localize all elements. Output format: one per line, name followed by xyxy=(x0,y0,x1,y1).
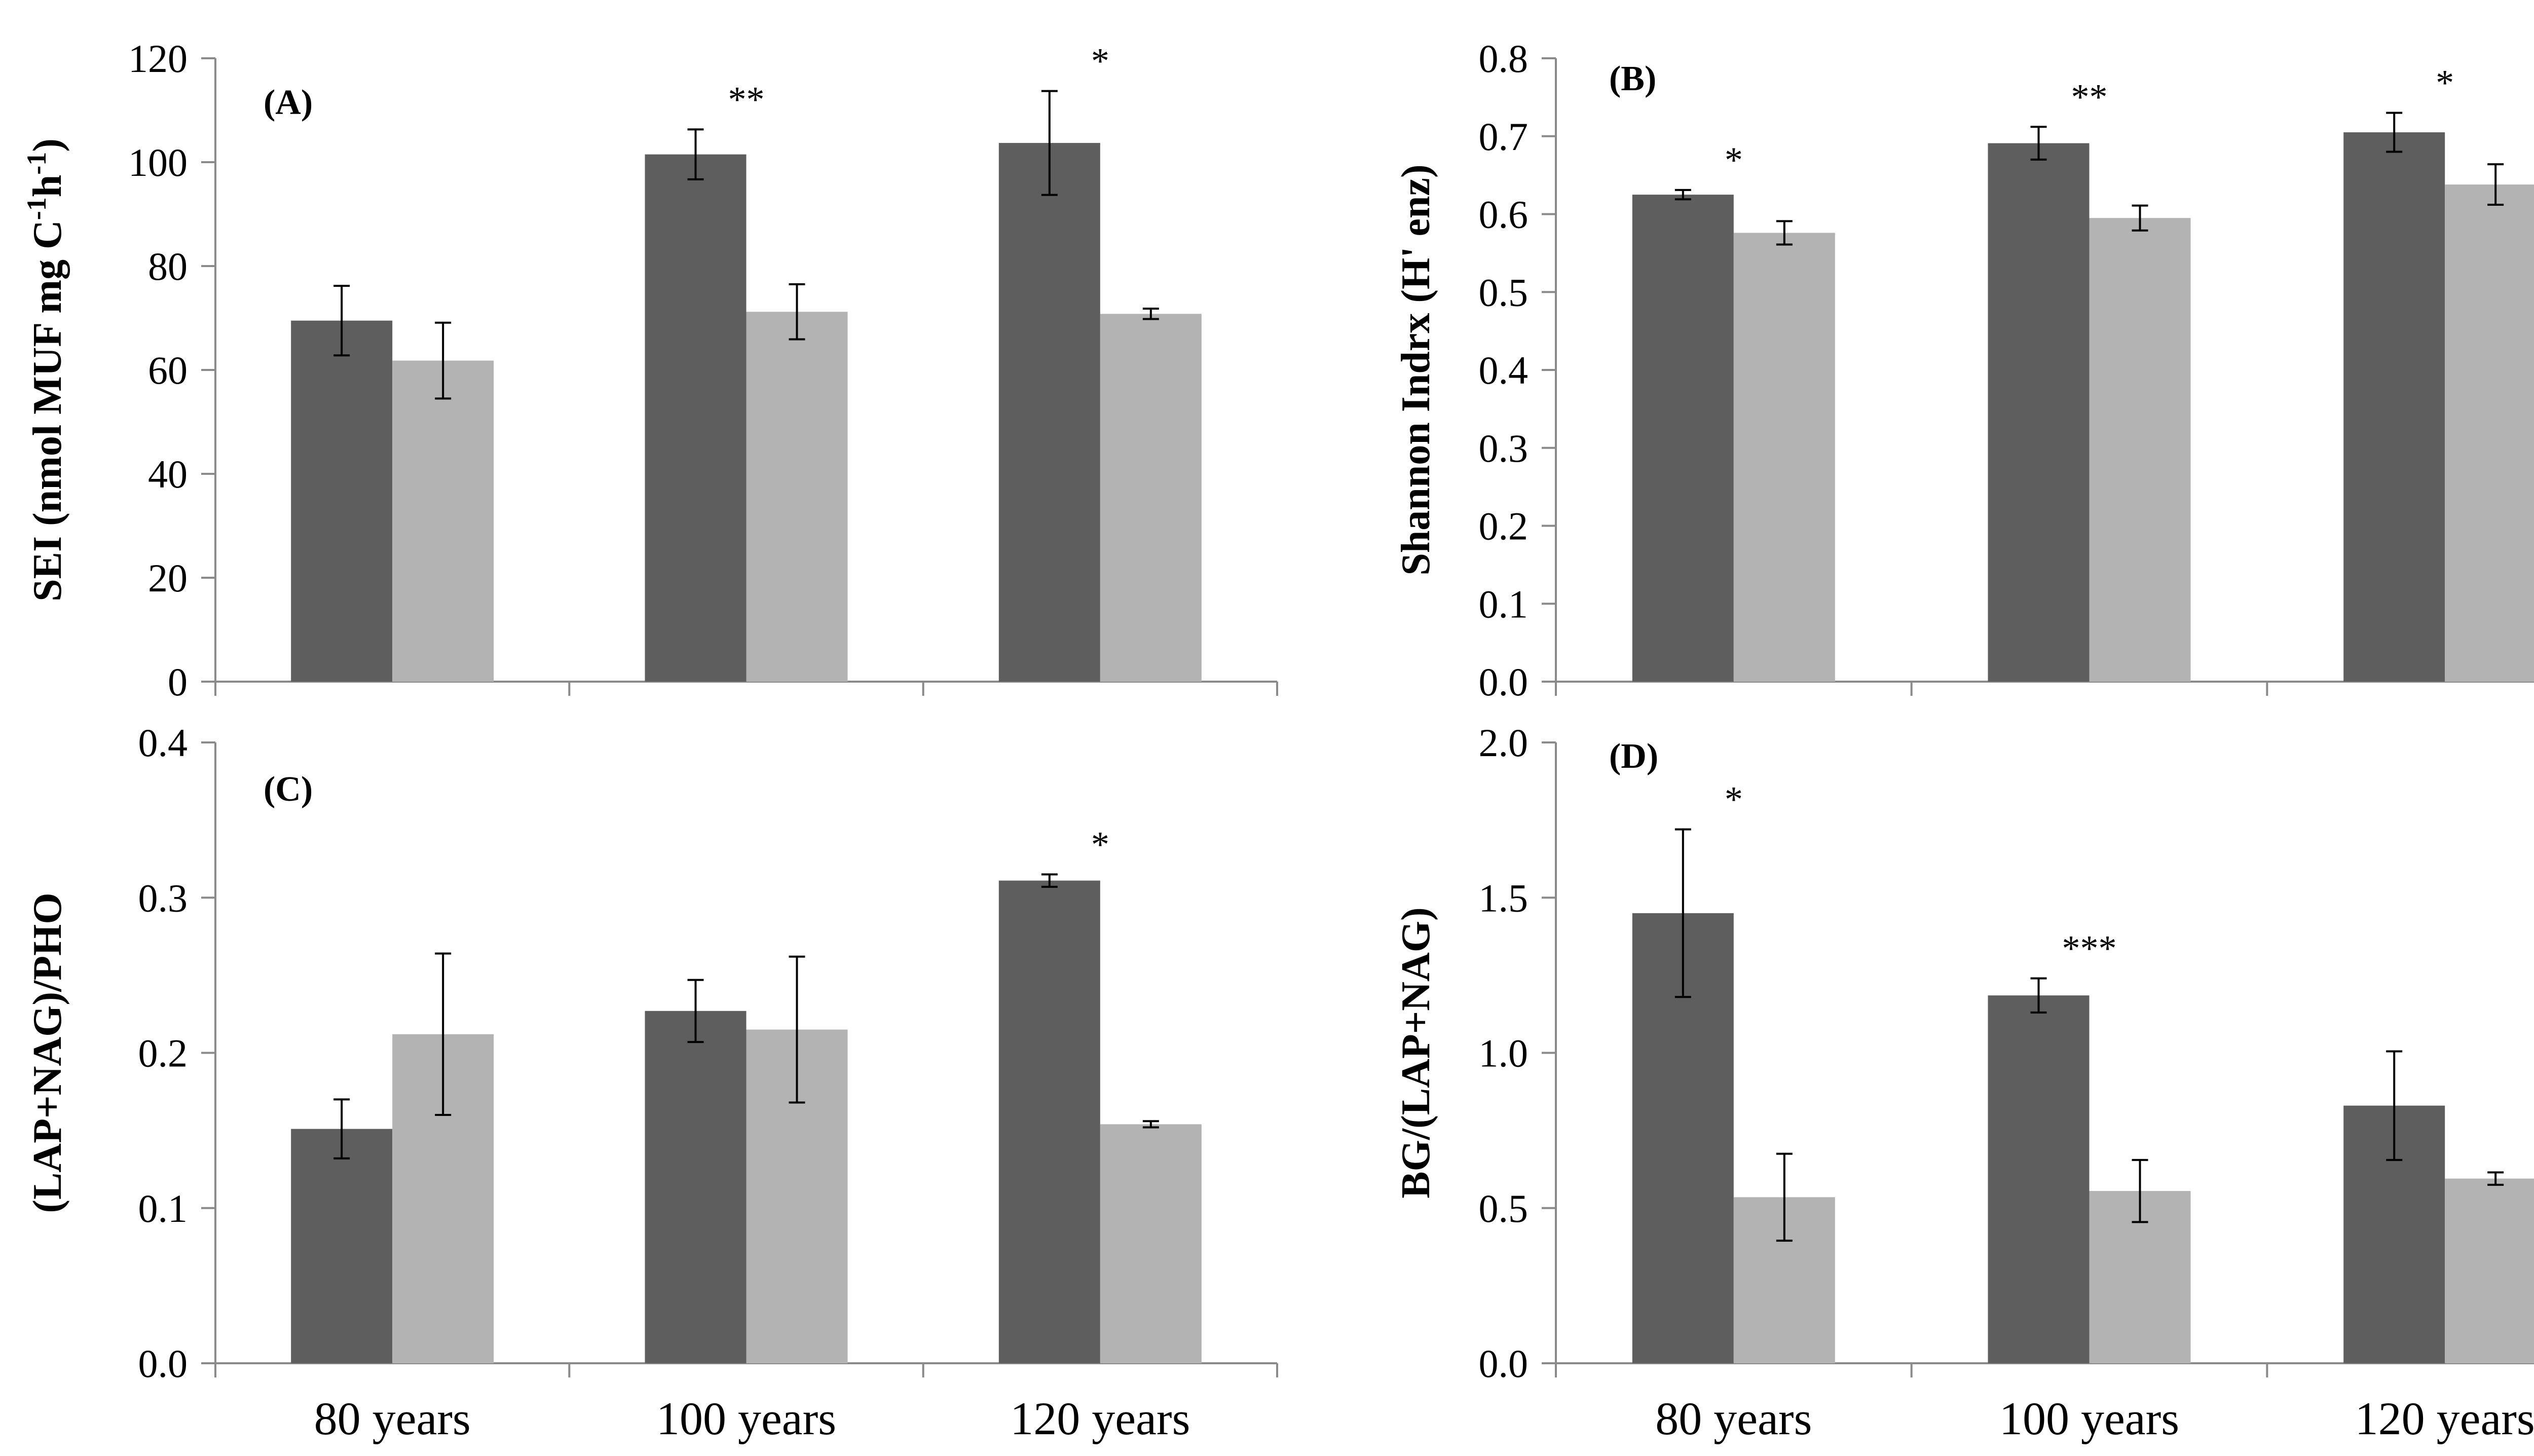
y-tick-label: 40 xyxy=(148,452,188,496)
y-tick-label: 0.3 xyxy=(138,876,188,920)
y-tick-label: 0.4 xyxy=(138,721,188,765)
bar-light xyxy=(2445,1178,2534,1363)
panel-b: 0.00.10.20.30.40.50.60.70.8*** *(B)Shanno… xyxy=(1394,36,2534,704)
bar-light xyxy=(392,360,494,682)
category-label: 120 years xyxy=(2355,1393,2534,1444)
bar-dark xyxy=(1632,195,1734,682)
bar-light xyxy=(1733,233,1835,682)
bar-dark xyxy=(2343,132,2445,682)
y-tick-label: 0.0 xyxy=(1479,1341,1529,1386)
y-tick-label: 20 xyxy=(148,556,188,600)
y-tick-label: 0.0 xyxy=(138,1341,188,1386)
bar-dark xyxy=(291,1129,393,1363)
bar-light xyxy=(1100,1124,1202,1363)
bar-dark xyxy=(998,143,1100,682)
category-label: 120 years xyxy=(1010,1393,1190,1444)
bar-dark xyxy=(1988,143,2090,682)
significance-marker: * xyxy=(1725,140,1743,180)
y-axis-title: Shannon Indrx (H' enz) xyxy=(1394,164,1438,575)
y-tick-label: 0.3 xyxy=(1479,426,1529,470)
y-tick-label: 0.1 xyxy=(138,1186,188,1230)
y-tick-label: 60 xyxy=(148,348,188,392)
panel-label: (B) xyxy=(1609,59,1656,98)
y-tick-label: 1.5 xyxy=(1479,876,1529,920)
y-tick-label: 0.6 xyxy=(1479,193,1529,237)
y-tick-label: 0.5 xyxy=(1479,270,1529,314)
bar-dark xyxy=(645,1011,747,1363)
significance-marker: * xyxy=(2436,63,2454,103)
y-axis-title: (LAP+NAG)/PHO xyxy=(25,892,70,1213)
y-tick-label: 0.0 xyxy=(1479,660,1529,704)
panel-label: (C) xyxy=(264,770,313,809)
category-label: 80 years xyxy=(1655,1393,1812,1444)
significance-marker: * xyxy=(1091,41,1109,82)
panel-label: (A) xyxy=(264,83,313,122)
panel-label: (D) xyxy=(1609,737,1658,776)
y-tick-label: 1.0 xyxy=(1479,1031,1529,1075)
panel-c: 0.0 0.1 0.2 0.3 0.4 * 80 years 100 years 120 yea… xyxy=(25,721,1278,1444)
y-tick-label: 120 xyxy=(128,36,188,81)
y-axis-title-part: SEI (nmol MUF mg C xyxy=(25,220,70,602)
bar-dark xyxy=(998,880,1100,1363)
y-axis-title-part: ) xyxy=(25,138,70,152)
y-axis-title-part: -1 xyxy=(21,152,52,175)
y-tick-label: 0.5 xyxy=(1479,1186,1529,1230)
category-label: 100 years xyxy=(656,1393,836,1444)
y-tick-label: 0.7 xyxy=(1479,115,1529,159)
category-label: 100 years xyxy=(1999,1393,2179,1444)
y-tick-label: 0.2 xyxy=(1479,504,1529,548)
bar-light xyxy=(1100,314,1202,682)
bar-light xyxy=(2089,218,2191,682)
y-axis-title-part: -1 xyxy=(21,197,52,220)
significance-marker: * xyxy=(1725,779,1743,820)
category-label: 80 years xyxy=(314,1393,471,1444)
y-tick-label: 0.4 xyxy=(1479,348,1529,392)
significance-marker: ** xyxy=(728,79,765,120)
y-tick-label: 0.8 xyxy=(1479,36,1529,81)
y-tick-label: 100 xyxy=(128,140,188,184)
bar-dark xyxy=(291,320,393,682)
bar-light xyxy=(746,312,848,682)
y-tick-label: 80 xyxy=(148,244,188,288)
bar-light xyxy=(2445,184,2534,682)
panel-d: 0.00.51.01.52.0****80 years 100 years 120 … xyxy=(1394,721,2534,1444)
significance-marker: *** xyxy=(2062,928,2117,969)
bar-dark xyxy=(645,154,747,682)
y-axis-title-part: h xyxy=(25,175,70,198)
significance-marker: * xyxy=(1091,824,1109,865)
y-tick-label: 0.2 xyxy=(138,1031,188,1075)
y-axis-title: BG/(LAP+NAG) xyxy=(1394,907,1438,1198)
y-tick-label: 2.0 xyxy=(1479,721,1529,765)
y-tick-label: 0.1 xyxy=(1479,582,1529,626)
y-tick-label: 0 xyxy=(168,660,188,704)
significance-marker: ** xyxy=(2071,77,2108,117)
y-axis-title: SEI (nmol MUF mg C-1h-1) xyxy=(21,138,70,602)
bar-dark xyxy=(1988,995,2090,1363)
